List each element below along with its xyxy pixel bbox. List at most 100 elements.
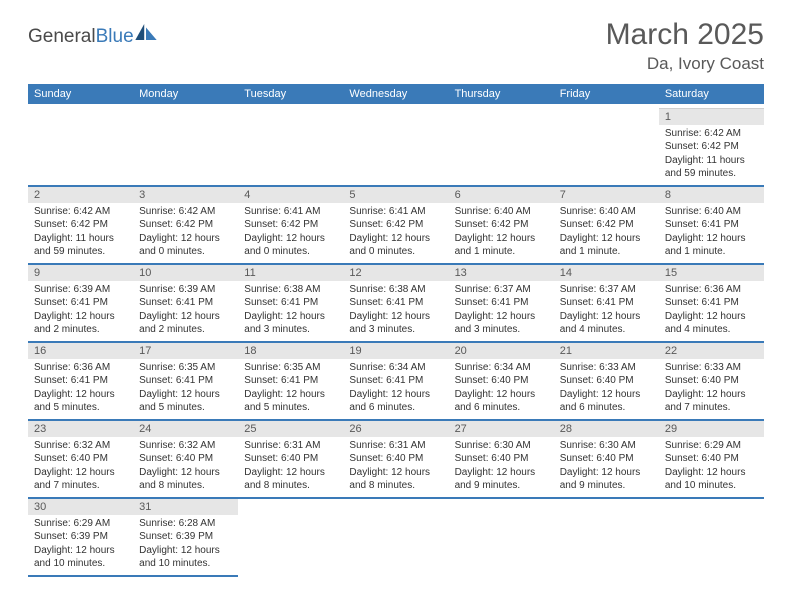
sunset-text: Sunset: 6:41 PM: [665, 218, 758, 232]
sunrise-text: Sunrise: 6:38 AM: [349, 283, 442, 297]
day-cell: [343, 125, 448, 186]
sunrise-text: Sunrise: 6:39 AM: [139, 283, 232, 297]
sunset-text: Sunset: 6:40 PM: [560, 374, 653, 388]
sunrise-text: Sunrise: 6:36 AM: [665, 283, 758, 297]
logo-text: GeneralBlue: [28, 26, 134, 48]
sunrise-text: Sunrise: 6:42 AM: [139, 205, 232, 219]
week-data-row: Sunrise: 6:42 AM Sunset: 6:42 PM Daylight:…: [28, 203, 764, 264]
day-header-row: SundayMondayTuesdayWednesdayThursdayFrid…: [28, 84, 764, 104]
week-number-row: 16171819202122: [28, 342, 764, 359]
sunrise-text: Sunrise: 6:34 AM: [349, 361, 442, 375]
day-number: [28, 108, 133, 125]
day-number: 31: [133, 498, 238, 515]
daylight-text: Daylight: 12 hours and 3 minutes.: [349, 310, 442, 337]
calendar-table: SundayMondayTuesdayWednesdayThursdayFrid…: [28, 84, 764, 577]
day-cell: [554, 515, 659, 576]
week-number-row: 1: [28, 108, 764, 125]
sunset-text: Sunset: 6:41 PM: [244, 296, 337, 310]
day-cell: [343, 515, 448, 576]
daylight-text: Daylight: 12 hours and 0 minutes.: [139, 232, 232, 259]
week-number-row: 23242526272829: [28, 420, 764, 437]
sunset-text: Sunset: 6:41 PM: [349, 374, 442, 388]
sunset-text: Sunset: 6:39 PM: [139, 530, 232, 544]
day-header: Tuesday: [238, 84, 343, 104]
daylight-text: Daylight: 12 hours and 5 minutes.: [139, 388, 232, 415]
daylight-text: Daylight: 12 hours and 9 minutes.: [560, 466, 653, 493]
day-cell: Sunrise: 6:33 AMSunset: 6:40 PMDaylight:…: [554, 359, 659, 420]
week-number-row: 3031: [28, 498, 764, 515]
day-cell: Sunrise: 6:42 AMSunset: 6:42 PMDaylight:…: [28, 203, 133, 264]
sunrise-text: Sunrise: 6:42 AM: [34, 205, 127, 219]
page-title: March 2025: [606, 18, 764, 52]
week-number-row: 9101112131415: [28, 264, 764, 281]
day-cell: Sunrise: 6:41 AMSunset: 6:42 PMDaylight:…: [343, 203, 448, 264]
day-cell: Sunrise: 6:34 AMSunset: 6:40 PMDaylight:…: [449, 359, 554, 420]
sunrise-text: Sunrise: 6:30 AM: [455, 439, 548, 453]
sunset-text: Sunset: 6:42 PM: [244, 218, 337, 232]
sunrise-text: Sunrise: 6:33 AM: [560, 361, 653, 375]
sunset-text: Sunset: 6:40 PM: [560, 452, 653, 466]
sunset-text: Sunset: 6:41 PM: [34, 296, 127, 310]
daylight-text: Daylight: 12 hours and 6 minutes.: [455, 388, 548, 415]
sunrise-text: Sunrise: 6:40 AM: [665, 205, 758, 219]
day-number: 4: [238, 186, 343, 203]
sunset-text: Sunset: 6:40 PM: [139, 452, 232, 466]
sunrise-text: Sunrise: 6:37 AM: [560, 283, 653, 297]
day-cell: [554, 125, 659, 186]
sunrise-text: Sunrise: 6:42 AM: [665, 127, 758, 141]
day-number: 8: [659, 186, 764, 203]
day-number: 26: [343, 420, 448, 437]
day-number: 13: [449, 264, 554, 281]
sunrise-text: Sunrise: 6:41 AM: [349, 205, 442, 219]
day-cell: Sunrise: 6:32 AMSunset: 6:40 PMDaylight:…: [28, 437, 133, 498]
day-header: Friday: [554, 84, 659, 104]
day-number: 29: [659, 420, 764, 437]
daylight-text: Daylight: 12 hours and 5 minutes.: [34, 388, 127, 415]
sunrise-text: Sunrise: 6:33 AM: [665, 361, 758, 375]
day-number: [343, 108, 448, 125]
day-number: 24: [133, 420, 238, 437]
day-number: 22: [659, 342, 764, 359]
day-number: 28: [554, 420, 659, 437]
sunset-text: Sunset: 6:41 PM: [139, 296, 232, 310]
day-cell: [238, 515, 343, 576]
day-cell: Sunrise: 6:31 AMSunset: 6:40 PMDaylight:…: [343, 437, 448, 498]
week-data-row: Sunrise: 6:32 AMSunset: 6:40 PMDaylight:…: [28, 437, 764, 498]
sunrise-text: Sunrise: 6:40 AM: [455, 205, 548, 219]
day-cell: Sunrise: 6:38 AMSunset: 6:41 PMDaylight:…: [343, 281, 448, 342]
week-data-row: Sunrise: 6:42 AMSunset: 6:42 PMDaylight:…: [28, 125, 764, 186]
logo-word1: General: [28, 26, 96, 47]
sunrise-text: Sunrise: 6:31 AM: [349, 439, 442, 453]
day-number: 12: [343, 264, 448, 281]
sunrise-text: Sunrise: 6:37 AM: [455, 283, 548, 297]
daylight-text: Daylight: 12 hours and 3 minutes.: [455, 310, 548, 337]
day-number: [554, 108, 659, 125]
day-cell: Sunrise: 6:28 AMSunset: 6:39 PMDaylight:…: [133, 515, 238, 576]
sunrise-text: Sunrise: 6:35 AM: [139, 361, 232, 375]
daylight-text: Daylight: 12 hours and 3 minutes.: [244, 310, 337, 337]
sunset-text: Sunset: 6:40 PM: [455, 452, 548, 466]
day-number: 6: [449, 186, 554, 203]
day-header: Sunday: [28, 84, 133, 104]
daylight-text: Daylight: 12 hours and 10 minutes.: [139, 544, 232, 571]
sunset-text: Sunset: 6:41 PM: [455, 296, 548, 310]
day-number: 3: [133, 186, 238, 203]
sunrise-text: Sunrise: 6:28 AM: [139, 517, 232, 531]
sunrise-text: Sunrise: 6:34 AM: [455, 361, 548, 375]
day-cell: [238, 125, 343, 186]
day-cell: Sunrise: 6:35 AMSunset: 6:41 PMDaylight:…: [238, 359, 343, 420]
daylight-text: Daylight: 12 hours and 2 minutes.: [139, 310, 232, 337]
logo: GeneralBlue: [28, 24, 157, 50]
day-number: 7: [554, 186, 659, 203]
sunset-text: Sunset: 6:42 PM: [560, 218, 653, 232]
daylight-text: Daylight: 12 hours and 4 minutes.: [665, 310, 758, 337]
sunrise-text: Sunrise: 6:30 AM: [560, 439, 653, 453]
daylight-text: Daylight: 12 hours and 10 minutes.: [665, 466, 758, 493]
day-cell: [449, 125, 554, 186]
day-cell: Sunrise: 6:38 AMSunset: 6:41 PMDaylight:…: [238, 281, 343, 342]
sunset-text: Sunset: 6:41 PM: [349, 296, 442, 310]
day-number: 30: [28, 498, 133, 515]
day-cell: [449, 515, 554, 576]
day-number: 16: [28, 342, 133, 359]
day-cell: [28, 125, 133, 186]
